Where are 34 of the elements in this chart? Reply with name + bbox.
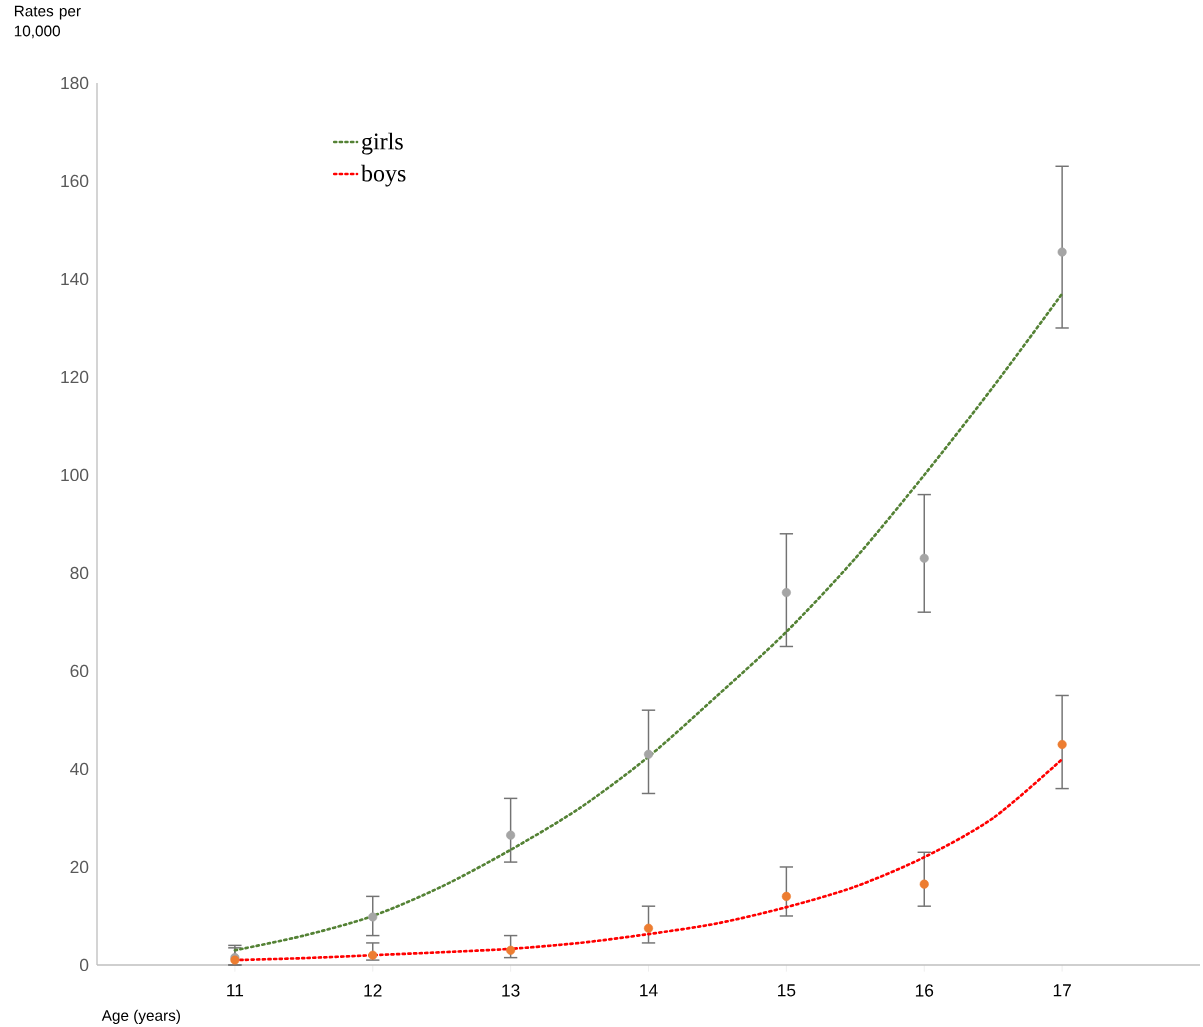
point	[781, 891, 791, 901]
point	[643, 749, 654, 759]
point	[919, 879, 929, 889]
point	[1057, 247, 1067, 257]
y-tick-label: 140	[61, 272, 89, 286]
point	[506, 830, 516, 840]
y-tick-label: 0	[79, 958, 89, 972]
point	[368, 950, 378, 960]
point	[1057, 739, 1067, 750]
x-tick-label: 15	[778, 984, 796, 997]
point	[919, 553, 929, 563]
line-series	[233, 292, 1064, 952]
y-tick-label: 180	[61, 76, 89, 90]
x-tick-label: 14	[640, 984, 658, 997]
y-tick-label: 160	[61, 174, 89, 188]
y-tick-label: 60	[70, 664, 89, 678]
x-axis-title: Age (years)	[101, 1009, 180, 1024]
x-tick-label: 12	[364, 984, 382, 997]
y-axis-title: Rates per 10,000	[14, 5, 81, 39]
x-tick-label: 13	[502, 984, 520, 997]
x-tick-label: 11	[227, 984, 244, 997]
point	[643, 923, 654, 933]
point	[506, 945, 516, 955]
legend-label: boys	[361, 164, 406, 187]
point	[368, 912, 378, 922]
x-tick-label: 16	[915, 984, 934, 997]
y-tick-label: 20	[70, 860, 89, 874]
y-tick-label: 120	[61, 370, 89, 384]
y-tick-label: 40	[70, 762, 89, 776]
y-tick-label: 100	[61, 468, 89, 482]
x-tick-label: 17	[1053, 984, 1071, 997]
legend-label: girls	[362, 132, 403, 155]
y-tick-label: 80	[70, 566, 89, 580]
point	[781, 588, 791, 598]
